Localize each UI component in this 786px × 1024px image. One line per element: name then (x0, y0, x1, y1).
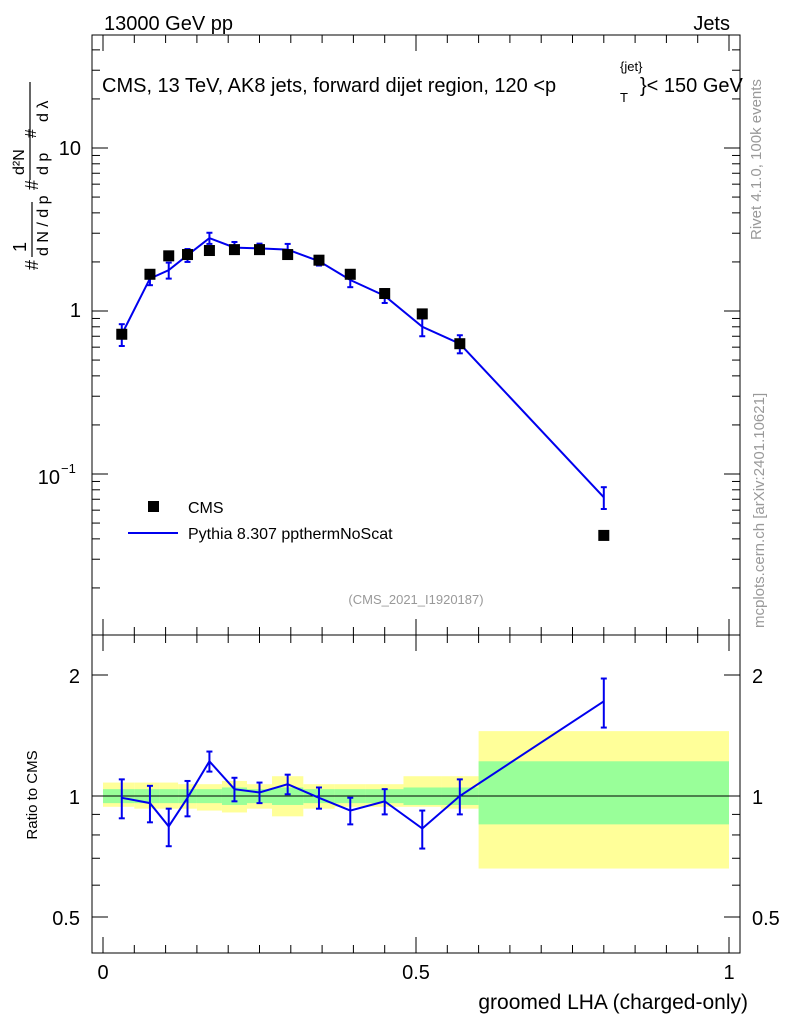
svg-text:1: 1 (10, 242, 30, 252)
mc-series (118, 231, 607, 510)
legend: CMS Pythia 8.307 ppthermNoScat (128, 500, 393, 543)
svg-text:#: # (22, 180, 42, 190)
svg-text:d N / d p: d N / d p (35, 195, 52, 256)
y-axis-label: # 1 d N / d p # d²N d p # d λ (10, 82, 52, 270)
legend-data-label: CMS (188, 500, 224, 517)
svg-text:d p: d p (35, 153, 52, 175)
ytick-label-1: 1 (70, 300, 81, 322)
ratio-plot-ticks (92, 635, 740, 953)
data-point (228, 244, 240, 256)
svg-text:#: # (23, 129, 40, 138)
data-point (163, 250, 175, 262)
ratio-ytick-1-right: 1 (752, 787, 763, 809)
mcplots-label: mcplots.cern.ch [arXiv:2401.10621] (751, 393, 768, 628)
ytick-label-0.1-base: 10 (38, 467, 60, 489)
data-series (116, 244, 610, 541)
x-axis-label: groomed LHA (charged-only) (478, 991, 748, 1014)
data-point (379, 288, 391, 300)
rivet-label: Rivet 4.1.0, 100k events (748, 79, 765, 240)
data-point (416, 308, 428, 320)
xtick-label-0: 0 (97, 962, 108, 984)
ratio-ytick-2-right: 2 (752, 666, 763, 688)
analysis-id: (CMS_2021_I1920187) (348, 592, 483, 607)
main-plot-frame (91, 34, 741, 636)
ratio-ytick-1-left: 1 (69, 787, 80, 809)
data-point (344, 268, 356, 280)
xtick-label-1: 1 (723, 962, 734, 984)
data-point (254, 244, 265, 256)
data-point (282, 249, 294, 261)
ytick-label-0.1-exp: −1 (61, 461, 76, 476)
ratio-ytick-2-left: 2 (69, 666, 80, 688)
ytick-label-10: 10 (59, 138, 81, 160)
main-plot: CMS, 13 TeV, AK8 jets, forward dijet reg… (10, 34, 744, 636)
plot-title: CMS, 13 TeV, AK8 jets, forward dijet reg… (102, 75, 556, 97)
plot-title-sub: T (620, 90, 628, 105)
ratio-y-axis-label: Ratio to CMS (24, 750, 41, 839)
plot-title-prefix: CMS, 13 TeV, AK8 jets, forward dijet reg… (102, 75, 556, 97)
green-band (478, 761, 729, 825)
plot-title-sup: {jet} (620, 59, 643, 74)
data-point (598, 529, 610, 541)
ratio-ytick-0.5-left: 0.5 (52, 908, 80, 930)
legend-mc-label: Pythia 8.307 ppthermNoScat (188, 526, 393, 543)
data-point (203, 245, 215, 257)
legend-data-marker (148, 501, 159, 512)
energy-label: 13000 GeV pp (104, 13, 233, 35)
data-point (182, 249, 194, 261)
svg-text:#: # (22, 260, 42, 270)
data-point (144, 268, 156, 280)
ratio-plot: 2 1 0.5 2 1 0.5 Ratio to CMS 0 0.5 1 gro… (24, 634, 780, 1014)
ratio-ytick-0.5-right: 0.5 (752, 908, 780, 930)
svg-text:d²N: d²N (11, 149, 28, 175)
data-point (116, 328, 128, 340)
svg-text:d λ: d λ (35, 101, 52, 122)
mc-ratio-line (121, 700, 605, 830)
data-point (313, 254, 325, 266)
plot-title-suffix: }< 150 GeV (640, 75, 744, 97)
mc-line (120, 236, 605, 498)
data-point (454, 338, 466, 350)
mc-ratio-series (118, 677, 607, 850)
process-label: Jets (693, 13, 730, 35)
main-plot-ticks (92, 35, 740, 635)
xtick-label-0.5: 0.5 (402, 962, 430, 984)
uncertainty-bands (103, 731, 729, 869)
ytick-label-0.1: 10 (38, 467, 60, 489)
